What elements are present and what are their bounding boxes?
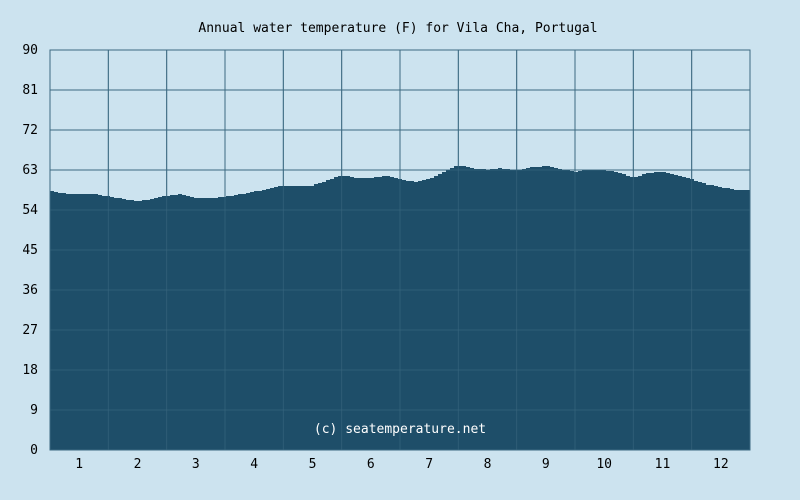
x-tick-label: 1 <box>75 457 83 472</box>
y-tick-label: 9 <box>30 403 38 418</box>
y-tick-label: 54 <box>22 203 38 218</box>
x-tick-label: 4 <box>250 457 258 472</box>
x-tick-label: 11 <box>655 457 671 472</box>
x-tick-label: 9 <box>542 457 550 472</box>
y-tick-label: 63 <box>22 163 38 178</box>
y-tick-label: 0 <box>30 443 38 458</box>
x-tick-label: 2 <box>134 457 142 472</box>
y-tick-label: 81 <box>22 83 38 98</box>
y-tick-label: 45 <box>22 243 38 258</box>
x-tick-label: 5 <box>309 457 317 472</box>
y-tick-label: 72 <box>22 123 38 138</box>
y-tick-label: 90 <box>22 43 38 58</box>
x-tick-label: 8 <box>484 457 492 472</box>
y-axis-ticks: 0 9 18 27 36 45 54 63 72 81 90 <box>22 43 38 458</box>
x-tick-label: 10 <box>596 457 612 472</box>
x-tick-label: 7 <box>425 457 433 472</box>
x-tick-label: 6 <box>367 457 375 472</box>
x-axis-ticks: 1 2 3 4 5 6 7 8 9 10 11 12 <box>75 457 728 472</box>
watermark: (c) seatemperature.net <box>314 422 486 437</box>
y-tick-label: 18 <box>22 363 38 378</box>
y-tick-label: 27 <box>22 323 38 338</box>
x-tick-label: 12 <box>713 457 729 472</box>
y-tick-label: 36 <box>22 283 38 298</box>
x-tick-label: 3 <box>192 457 200 472</box>
chart-title: Annual water temperature (F) for Vila Ch… <box>198 21 597 36</box>
